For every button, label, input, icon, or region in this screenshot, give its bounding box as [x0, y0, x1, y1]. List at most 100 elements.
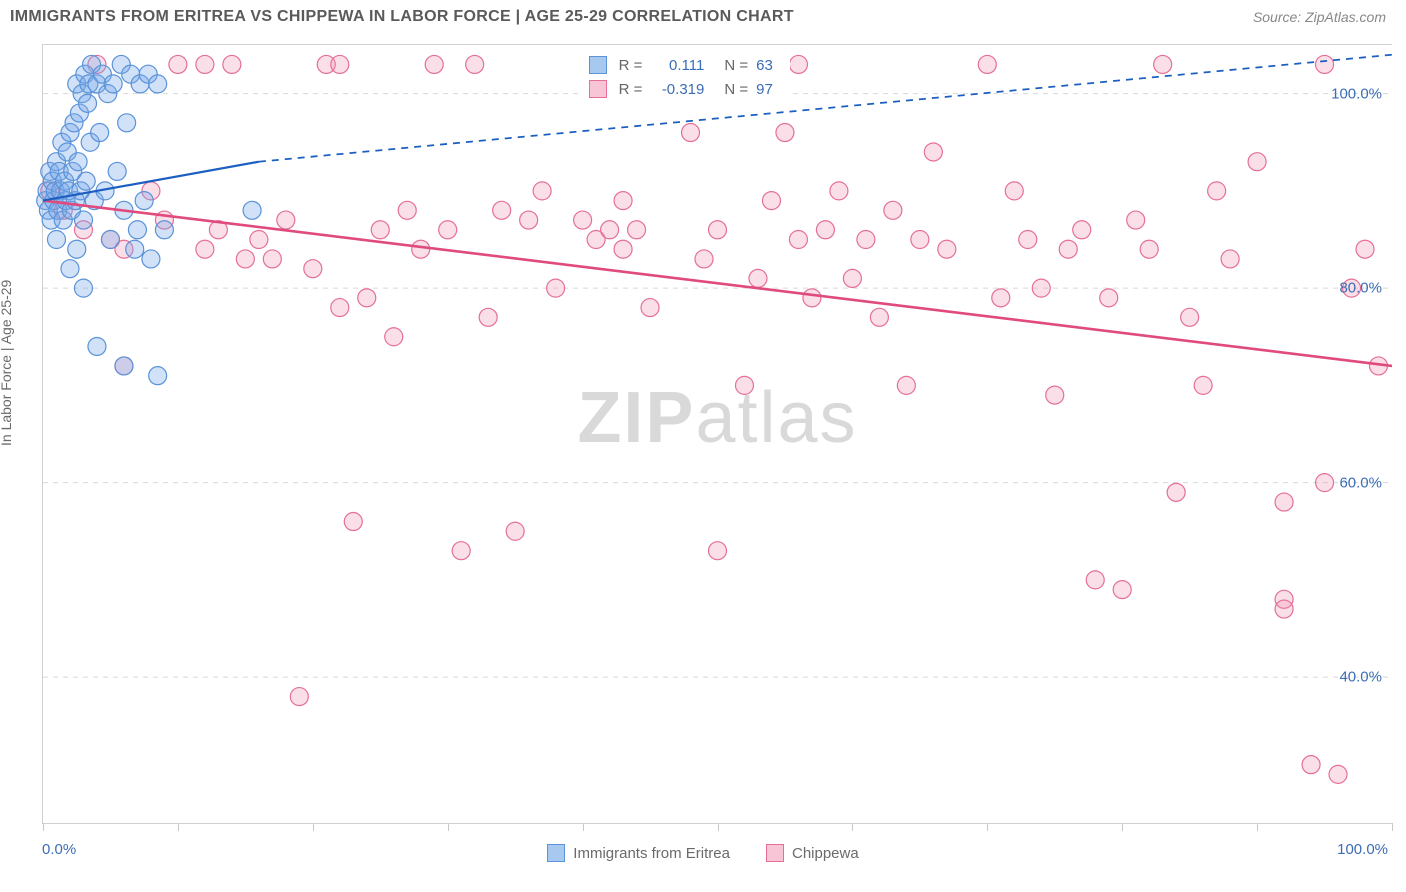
- point-chippewa: [870, 308, 888, 326]
- y-tick-label: 40.0%: [1339, 669, 1382, 686]
- point-chippewa: [992, 289, 1010, 307]
- point-chippewa: [196, 240, 214, 258]
- legend-label-eritrea: Immigrants from Eritrea: [573, 845, 730, 862]
- x-tick: [313, 823, 314, 831]
- plot-area: ZIPatlas R = 0.111 N = 63 R = -0.319 N =…: [42, 44, 1392, 824]
- point-chippewa: [1100, 289, 1118, 307]
- point-chippewa: [897, 376, 915, 394]
- point-chippewa: [1194, 376, 1212, 394]
- x-tick: [43, 823, 44, 831]
- legend-label-chippewa: Chippewa: [792, 845, 859, 862]
- swatch-eritrea-icon: [589, 56, 607, 74]
- point-chippewa: [290, 688, 308, 706]
- chart-svg: [43, 45, 1392, 823]
- point-chippewa: [789, 231, 807, 249]
- point-eritrea: [142, 250, 160, 268]
- point-chippewa: [358, 289, 376, 307]
- point-chippewa: [924, 143, 942, 161]
- point-eritrea: [126, 240, 144, 258]
- point-eritrea: [104, 75, 122, 93]
- swatch-chippewa-icon: [766, 844, 784, 862]
- point-chippewa: [1221, 250, 1239, 268]
- point-eritrea: [243, 201, 261, 219]
- point-eritrea: [155, 221, 173, 239]
- x-tick: [987, 823, 988, 831]
- point-chippewa: [1329, 765, 1347, 783]
- r-value-chippewa: -0.319: [650, 81, 704, 98]
- point-chippewa: [803, 289, 821, 307]
- point-chippewa: [425, 55, 443, 73]
- y-tick-label: 80.0%: [1339, 280, 1382, 297]
- point-chippewa: [709, 542, 727, 560]
- legend-item-chippewa: Chippewa: [766, 844, 859, 862]
- point-chippewa: [547, 279, 565, 297]
- point-chippewa: [843, 269, 861, 287]
- point-eritrea: [115, 357, 133, 375]
- point-chippewa: [466, 55, 484, 73]
- point-chippewa: [236, 250, 254, 268]
- point-chippewa: [533, 182, 551, 200]
- series-legend: Immigrants from Eritrea Chippewa: [0, 844, 1406, 862]
- point-eritrea: [88, 337, 106, 355]
- point-chippewa: [614, 240, 632, 258]
- x-tick: [448, 823, 449, 831]
- point-chippewa: [1154, 55, 1172, 73]
- point-eritrea: [74, 279, 92, 297]
- point-chippewa: [1086, 571, 1104, 589]
- x-tick: [718, 823, 719, 831]
- x-tick: [178, 823, 179, 831]
- point-chippewa: [331, 299, 349, 317]
- point-chippewa: [1302, 756, 1320, 774]
- point-chippewa: [1316, 474, 1334, 492]
- point-chippewa: [1167, 483, 1185, 501]
- point-eritrea: [77, 172, 95, 190]
- point-chippewa: [1046, 386, 1064, 404]
- point-chippewa: [304, 260, 322, 278]
- point-chippewa: [749, 269, 767, 287]
- y-tick-label: 60.0%: [1339, 474, 1382, 491]
- point-chippewa: [223, 55, 241, 73]
- x-tick: [583, 823, 584, 831]
- x-tick: [1257, 823, 1258, 831]
- point-chippewa: [735, 376, 753, 394]
- point-chippewa: [1005, 182, 1023, 200]
- point-chippewa: [1208, 182, 1226, 200]
- swatch-eritrea-icon: [547, 844, 565, 862]
- point-chippewa: [344, 513, 362, 531]
- point-eritrea: [74, 211, 92, 229]
- stats-row-eritrea: R = 0.111 N = 63: [589, 53, 785, 77]
- point-chippewa: [331, 55, 349, 73]
- point-chippewa: [439, 221, 457, 239]
- r-label: R =: [619, 57, 643, 74]
- point-chippewa: [789, 55, 807, 73]
- point-chippewa: [412, 240, 430, 258]
- point-chippewa: [628, 221, 646, 239]
- point-chippewa: [1073, 221, 1091, 239]
- point-chippewa: [520, 211, 538, 229]
- chart-title: IMMIGRANTS FROM ERITREA VS CHIPPEWA IN L…: [10, 8, 794, 26]
- point-chippewa: [709, 221, 727, 239]
- point-chippewa: [1059, 240, 1077, 258]
- point-chippewa: [1181, 308, 1199, 326]
- point-eritrea: [91, 124, 109, 142]
- point-chippewa: [479, 308, 497, 326]
- n-label: N =: [724, 57, 748, 74]
- point-eritrea: [68, 240, 86, 258]
- point-chippewa: [493, 201, 511, 219]
- point-chippewa: [1275, 600, 1293, 618]
- stats-legend: R = 0.111 N = 63 R = -0.319 N = 97: [583, 51, 791, 103]
- point-eritrea: [128, 221, 146, 239]
- point-eritrea: [118, 114, 136, 132]
- point-chippewa: [682, 124, 700, 142]
- point-eritrea: [79, 94, 97, 112]
- point-eritrea: [69, 153, 87, 171]
- point-chippewa: [601, 221, 619, 239]
- point-chippewa: [1248, 153, 1266, 171]
- point-chippewa: [938, 240, 956, 258]
- point-chippewa: [1316, 55, 1334, 73]
- point-chippewa: [385, 328, 403, 346]
- point-chippewa: [1127, 211, 1145, 229]
- x-tick: [852, 823, 853, 831]
- point-chippewa: [1113, 581, 1131, 599]
- n-label: N =: [724, 81, 748, 98]
